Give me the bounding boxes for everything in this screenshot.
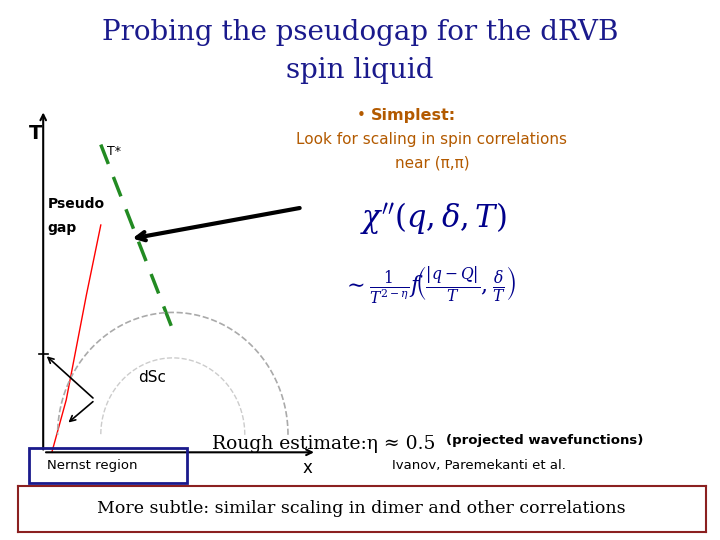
Text: •: • xyxy=(356,108,365,123)
Text: Pseudo: Pseudo xyxy=(48,197,104,211)
Text: Rough estimate:η ≈ 0.5: Rough estimate:η ≈ 0.5 xyxy=(212,435,436,453)
Text: Look for scaling in spin correlations: Look for scaling in spin correlations xyxy=(297,132,567,147)
Text: dSc: dSc xyxy=(138,370,166,386)
Text: gap: gap xyxy=(48,221,77,235)
Text: spin liquid: spin liquid xyxy=(287,57,433,84)
Text: Nernst region: Nernst region xyxy=(47,459,138,472)
Text: (projected wavefunctions): (projected wavefunctions) xyxy=(446,434,644,447)
Text: Ivanov, Paremekanti et al.: Ivanov, Paremekanti et al. xyxy=(392,459,566,472)
Text: Simplest:: Simplest: xyxy=(371,108,456,123)
Text: Probing the pseudogap for the dRVB: Probing the pseudogap for the dRVB xyxy=(102,19,618,46)
Text: x: x xyxy=(302,460,312,477)
Text: $\chi''(q, \delta, T)$: $\chi''(q, \delta, T)$ xyxy=(360,200,507,236)
Text: $\sim \frac{1}{T^{2-\eta}} f\!\left(\frac{|q-Q|}{T}, \frac{\delta}{T}\right)$: $\sim \frac{1}{T^{2-\eta}} f\!\left(\fra… xyxy=(342,265,516,307)
Text: T: T xyxy=(29,124,42,143)
Text: T*: T* xyxy=(107,145,120,158)
Text: More subtle: similar scaling in dimer and other correlations: More subtle: similar scaling in dimer an… xyxy=(97,501,626,517)
Text: near (π,π): near (π,π) xyxy=(395,156,469,171)
